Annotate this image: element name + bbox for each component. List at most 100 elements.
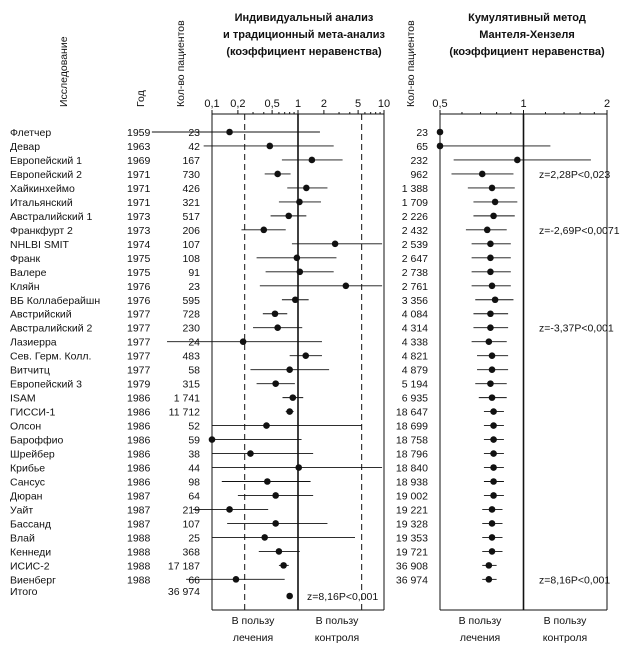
study-point [272, 492, 279, 499]
cumulative-patients: 18 699 [396, 421, 428, 433]
study-year: 1977 [127, 323, 151, 335]
cumulative-point [488, 282, 496, 290]
cumulative-point [487, 268, 494, 276]
study-point [303, 184, 310, 192]
cumulative-patients: 4 338 [402, 337, 428, 349]
cumulative-annotation: z=-2,69P<0,0071 [539, 225, 620, 237]
study-point [232, 576, 240, 583]
cumulative-point [488, 366, 496, 373]
right-title-line-1: Кумулятивный метод [468, 12, 586, 24]
study-patients: 1 741 [174, 393, 200, 405]
study-name: Крибье [10, 463, 45, 475]
cumulative-patients: 65 [416, 141, 428, 153]
study-year: 1973 [127, 211, 151, 223]
cumulative-point [485, 338, 493, 346]
cumulative-patients: 19 328 [396, 518, 428, 530]
cumulative-patients: 2 226 [402, 211, 428, 223]
individual-analysis-plot: 0,1 0,2 0,5 1 2 5 10z=8,16P<0,001 [151, 98, 390, 610]
study-year: 1963 [127, 141, 151, 153]
study-point [331, 240, 339, 248]
study-year: 1986 [127, 393, 151, 405]
left-title-line-1: Индивидуальный анализ [235, 12, 374, 24]
study-name: Дюран [10, 490, 43, 502]
right-favor-treatment-line-2: лечения [460, 632, 500, 644]
study-patients: 728 [182, 309, 200, 321]
left-favor-control-line-1: В пользу [316, 615, 360, 627]
cumulative-patients: 19 721 [396, 546, 428, 558]
left-axis-tick-label: 2 [321, 98, 327, 110]
right-axis-tick-label: 0,5 [432, 98, 447, 110]
study-patients: 321 [182, 197, 200, 209]
cumulative-annotation: z=2,28P<0,023 [539, 169, 610, 181]
cumulative-point [490, 464, 497, 471]
left-favor-treatment-line-2: лечения [233, 632, 273, 644]
cumulative-patients: 4 314 [402, 323, 428, 335]
cumulative-point [478, 170, 486, 178]
study-point [208, 436, 216, 443]
left-axis-tick-label: 1 [295, 98, 301, 110]
cumulative-annotation: z=8,16P<0,001 [539, 574, 610, 586]
study-name: Влай [10, 532, 35, 544]
cumulative-patients: 232 [410, 155, 428, 167]
study-name: Витчитц [10, 365, 50, 377]
study-patients: 107 [182, 239, 200, 251]
left-axis-tick-label: 10 [378, 98, 390, 110]
cumulative-point [490, 408, 497, 415]
study-point [271, 310, 279, 318]
study-name: Сансус [10, 477, 45, 489]
study-name: Олсон [10, 421, 41, 433]
cumulative-analysis-plot: 0,5 1 2 z=2,28P<0,023 z=-2,69P<0,0071 z=-3,37… [432, 98, 620, 610]
cumulative-patients: 4 879 [402, 365, 428, 377]
study-patients: 25 [188, 532, 200, 544]
cumulative-patients: 36 908 [396, 560, 428, 572]
study-year: 1986 [127, 477, 151, 489]
study-patients: 108 [182, 253, 200, 265]
cumulative-patients: 19 353 [396, 532, 428, 544]
left-title-line-3: (коэффициент неравенства) [226, 46, 382, 58]
study-year: 1988 [127, 560, 151, 572]
left-axis-tick-label: 0,1 [204, 98, 219, 110]
cumulative-point [485, 562, 493, 569]
left-axis-tick-label: 0,5 [264, 98, 279, 110]
study-name: Австралийский 1 [10, 211, 93, 223]
study-point [260, 226, 268, 234]
study-patients: 24 [188, 337, 200, 349]
study-patients: 58 [188, 365, 200, 377]
cumulative-point [485, 576, 493, 583]
study-year: 1959 [127, 127, 151, 139]
right-favor-treatment-line-1: В пользу [459, 615, 503, 627]
study-year: 1988 [127, 532, 151, 544]
study-name: Флетчер [10, 127, 51, 139]
study-year: 1977 [127, 337, 151, 349]
study-year: 1986 [127, 435, 151, 447]
study-name: Итальянский [10, 197, 73, 209]
study-year: 1975 [127, 267, 151, 279]
study-year: 1973 [127, 225, 151, 237]
cumulative-point [488, 534, 496, 541]
study-patients: 11 712 [169, 407, 200, 419]
study-year: 1976 [127, 295, 151, 307]
study-patients: 230 [182, 323, 200, 335]
study-point [302, 352, 310, 359]
study-name: ГИССИ-1 [10, 407, 55, 419]
cumulative-point [490, 436, 497, 443]
study-point [263, 422, 270, 429]
cumulative-point [487, 310, 494, 318]
study-patients: 730 [182, 169, 200, 181]
study-patients: 44 [188, 463, 200, 475]
total-point [286, 592, 293, 600]
right-axis-tick-label: 2 [604, 98, 610, 110]
study-point [272, 380, 279, 387]
study-name: ISAM [10, 393, 36, 405]
cumulative-point [514, 156, 521, 164]
cumulative-point [490, 478, 497, 485]
patients-column-header: Кол-во пациентов [175, 20, 187, 107]
cumulative-point [488, 394, 496, 401]
study-name: Девар [10, 141, 40, 153]
study-year: 1979 [127, 379, 151, 391]
study-point [261, 534, 268, 541]
cumulative-point [491, 198, 499, 206]
study-point [266, 142, 274, 150]
study-name: Франк [10, 253, 40, 265]
